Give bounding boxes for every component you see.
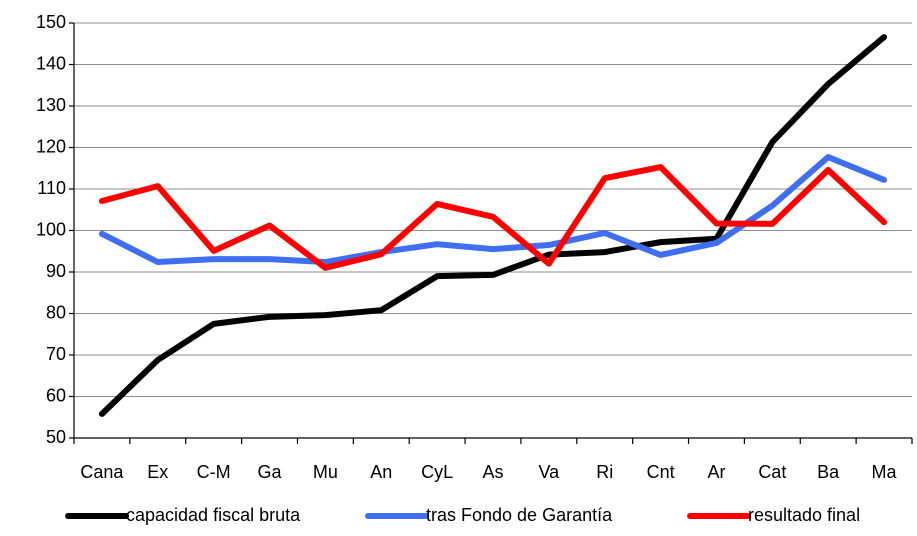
series-line <box>98 154 888 266</box>
x-tick-label: Cana <box>80 462 124 482</box>
x-tick-label: Cnt <box>647 462 675 482</box>
x-tick-label: An <box>370 462 392 482</box>
y-tick-label: 140 <box>36 53 66 73</box>
x-tick-label: Ma <box>872 462 898 482</box>
x-tick-label: CyL <box>421 462 453 482</box>
series-line <box>98 34 888 417</box>
legend-label: resultado final <box>748 505 860 525</box>
x-tick-label: Va <box>539 462 561 482</box>
y-tick-label: 90 <box>46 261 66 281</box>
y-tick-label: 120 <box>36 136 66 156</box>
x-tick-label: Ba <box>817 462 840 482</box>
x-tick-label: Ex <box>147 462 168 482</box>
y-tick-label: 50 <box>46 427 66 447</box>
x-tick-label: Cat <box>758 462 786 482</box>
y-tick-label: 150 <box>36 12 66 32</box>
x-tick-label: Mu <box>313 462 338 482</box>
series-line <box>98 164 888 271</box>
x-tick-label: Ar <box>707 462 725 482</box>
x-tick-label: Ga <box>258 462 283 482</box>
y-tick-label: 70 <box>46 344 66 364</box>
y-tick-label: 100 <box>36 219 66 239</box>
y-tick-label: 60 <box>46 385 66 405</box>
y-tick-label: 130 <box>36 95 66 115</box>
y-tick-label: 80 <box>46 302 66 322</box>
x-tick-label: As <box>482 462 503 482</box>
x-tick-label: Ri <box>596 462 613 482</box>
legend-label: capacidad fiscal bruta <box>126 505 301 525</box>
y-tick-label: 110 <box>37 178 66 198</box>
legend-label: tras Fondo de Garantía <box>426 505 613 525</box>
x-tick-label: C-M <box>197 462 231 482</box>
